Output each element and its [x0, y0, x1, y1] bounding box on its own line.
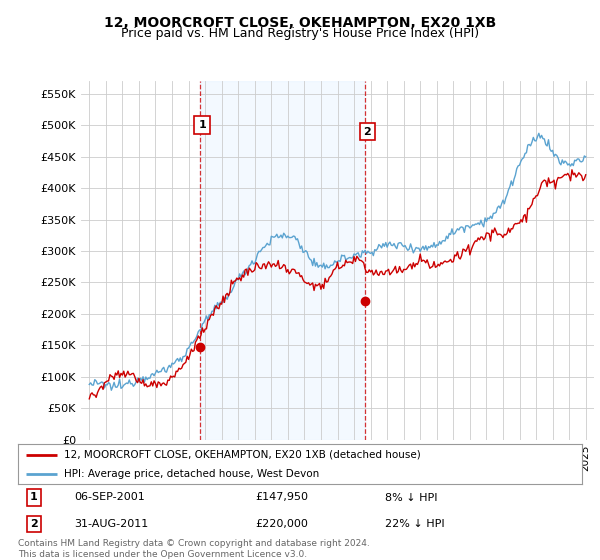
Text: 06-SEP-2001: 06-SEP-2001 [74, 492, 145, 502]
Text: HPI: Average price, detached house, West Devon: HPI: Average price, detached house, West… [64, 469, 319, 478]
Text: £220,000: £220,000 [255, 519, 308, 529]
Text: 22% ↓ HPI: 22% ↓ HPI [385, 519, 444, 529]
Bar [200, 81, 365, 440]
Text: £147,950: £147,950 [255, 492, 308, 502]
Text: 1: 1 [30, 492, 38, 502]
Text: 2: 2 [364, 127, 371, 137]
Text: Contains HM Land Registry data © Crown copyright and database right 2024.
This d: Contains HM Land Registry data © Crown c… [18, 539, 370, 559]
Text: 12, MOORCROFT CLOSE, OKEHAMPTON, EX20 1XB: 12, MOORCROFT CLOSE, OKEHAMPTON, EX20 1X… [104, 16, 496, 30]
Text: 12, MOORCROFT CLOSE, OKEHAMPTON, EX20 1XB (detached house): 12, MOORCROFT CLOSE, OKEHAMPTON, EX20 1X… [64, 450, 421, 460]
Text: 31-AUG-2011: 31-AUG-2011 [74, 519, 149, 529]
Text: 2: 2 [30, 519, 38, 529]
Text: 1: 1 [198, 120, 206, 130]
Text: Price paid vs. HM Land Registry's House Price Index (HPI): Price paid vs. HM Land Registry's House … [121, 27, 479, 40]
Text: 8% ↓ HPI: 8% ↓ HPI [385, 492, 437, 502]
